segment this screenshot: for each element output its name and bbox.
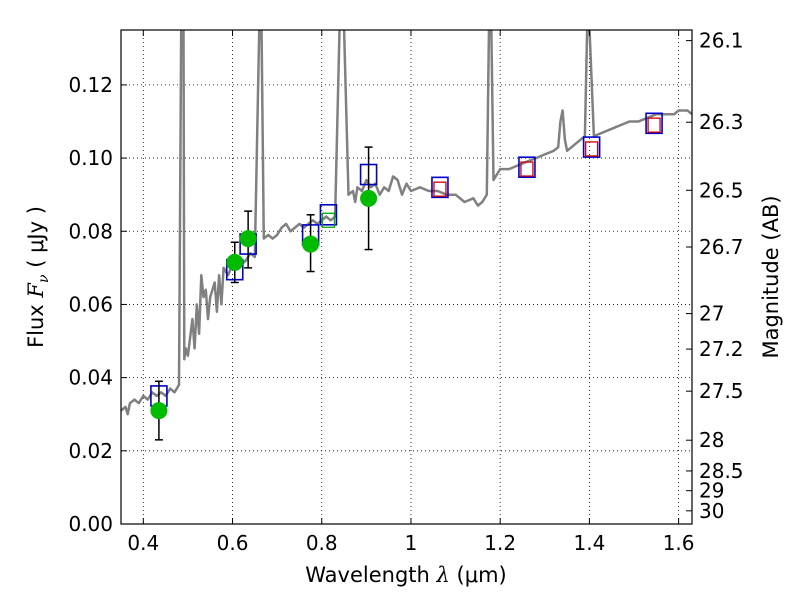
model-band-square [431, 176, 449, 199]
y2-tick-label: 27.5 [699, 379, 744, 403]
plot-series [121, 30, 692, 441]
x-tick-label: 1.6 [663, 531, 695, 555]
y-tick-label: 0.02 [68, 439, 113, 463]
y2-tick-label: 29 [699, 479, 724, 503]
x-tick-label: 1.4 [573, 531, 605, 555]
x-tick-label: 1.2 [484, 531, 516, 555]
x-tick-label: 1 [405, 531, 418, 555]
y-tick-label: 0.04 [68, 366, 113, 390]
inner-band-square [321, 212, 336, 228]
y-tick-label: 0.12 [68, 73, 113, 97]
observed-point [150, 402, 168, 420]
x-axis-title: Wavelength λ (μm) [305, 563, 506, 587]
model-band-square [645, 112, 663, 135]
model-band-square [319, 203, 338, 226]
y2-tick-label: 26.3 [699, 110, 744, 134]
plot-frame [120, 29, 693, 525]
y2-tick-label: 27 [699, 302, 724, 326]
y2-tick-label: 26.5 [699, 178, 744, 202]
x-tick-label: 0.4 [127, 531, 159, 555]
grid [121, 30, 692, 525]
y2-axis-title: Magnitude (AB) [759, 195, 783, 358]
y-tick-label: 0.00 [68, 512, 113, 536]
y2-tick-label: 27.2 [699, 337, 744, 361]
y2-tick-label: 28.5 [699, 459, 744, 483]
inner-band-square [584, 141, 599, 157]
inner-band-square [433, 181, 447, 197]
y-tick-label: 0.10 [68, 146, 113, 170]
y-tick-label: 0.06 [68, 292, 113, 316]
inner-band-square [647, 117, 661, 133]
observed-point [226, 253, 244, 271]
observed-point [360, 189, 378, 207]
spectrum-line [121, 30, 692, 416]
observed-point [302, 235, 320, 253]
y2-tick-label: 26.1 [699, 29, 744, 53]
inner-band-square [520, 161, 534, 177]
x-tick-label: 0.8 [306, 531, 338, 555]
y2-tick-label: 30 [699, 499, 724, 523]
y-tick-label: 0.08 [68, 219, 113, 243]
observed-point [239, 230, 257, 248]
y2-tick-label: 26.7 [699, 235, 744, 259]
y2-tick-label: 28 [699, 428, 724, 452]
model-band-square [582, 136, 601, 158]
axes: 0.4 0.6 0.8 1 1.2 1.4 1.6 0.00 0.02 0.04 0.06 0.08 0… [68, 29, 743, 555]
x-tick-label: 0.6 [217, 531, 249, 555]
model-band-square [518, 156, 536, 179]
y-axis-title: Flux Fν ( μJy ) [24, 206, 52, 348]
